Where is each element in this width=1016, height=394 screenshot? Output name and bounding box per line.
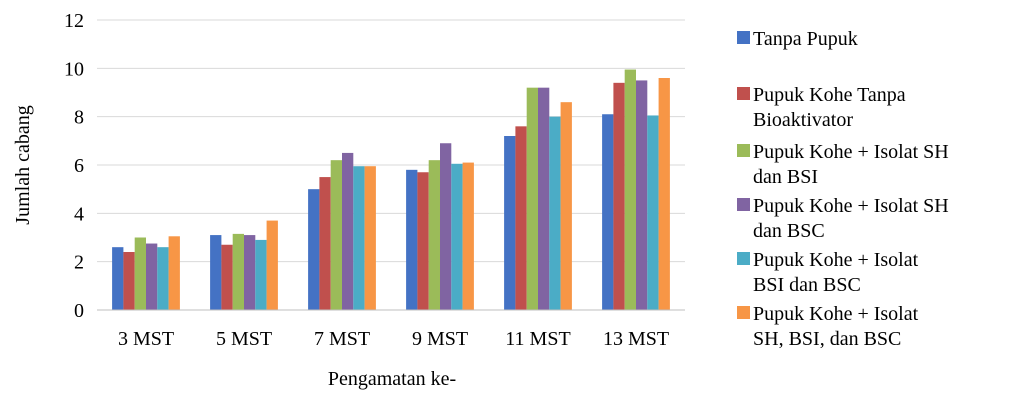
legend-entry-line: Pupuk Kohe + Isolat (753, 249, 919, 271)
bar (266, 220, 278, 310)
bar (146, 243, 158, 310)
bar (624, 69, 636, 310)
bar (636, 80, 648, 310)
legend-entry-line: Tanpa Pupuk (753, 28, 858, 50)
legend-entry-line: Pupuk Kohe + Isolat SH (753, 195, 949, 217)
bar (658, 78, 670, 310)
bar (440, 143, 452, 310)
bar (602, 114, 614, 310)
legend-swatch (737, 252, 750, 265)
bar (123, 252, 135, 310)
y-tick-labels: 0 2 4 6 8 10 12 (64, 10, 84, 322)
legend-entry: Pupuk Kohe + Isolat SH dan BSI (753, 141, 949, 188)
bar (504, 136, 516, 310)
x-tick-label: 5 MST (216, 328, 272, 350)
x-axis-title: Pengamatan ke- (328, 368, 456, 390)
legend-entry: Pupuk Kohe Tanpa Bioaktivator (753, 84, 906, 131)
x-tick-label: 11 MST (505, 328, 570, 350)
bar (515, 126, 527, 310)
bar (451, 163, 463, 310)
bar (342, 152, 354, 310)
legend-swatch (737, 306, 750, 319)
y-tick-label: 2 (74, 252, 84, 274)
bar (232, 233, 244, 311)
x-tick-label: 13 MST (603, 328, 669, 350)
bar (417, 172, 429, 310)
y-axis-title: Jumlah cabang (12, 105, 34, 224)
bar (526, 87, 538, 310)
x-tick-label: 3 MST (118, 328, 174, 350)
legend-entry: Pupuk Kohe + Isolat SH, BSI, dan BSC (753, 303, 919, 350)
legend-entry-line: SH, BSI, dan BSC (753, 328, 901, 350)
y-tick-label: 0 (74, 300, 84, 322)
bar (221, 244, 233, 310)
bar (134, 237, 146, 310)
gridlines (97, 19, 685, 263)
bars (112, 69, 670, 311)
x-tick-label: 9 MST (412, 328, 468, 350)
bar (255, 239, 267, 310)
bar (428, 160, 440, 310)
legend-swatch (737, 87, 750, 100)
y-tick-label: 4 (74, 203, 84, 225)
bar (364, 166, 376, 310)
bar (112, 247, 124, 310)
legend-entry-line: Bioaktivator (753, 109, 853, 131)
y-tick-label: 6 (74, 155, 84, 177)
bar (647, 115, 659, 311)
bar (330, 160, 342, 310)
bar (406, 169, 418, 310)
bar (353, 166, 365, 310)
bar (210, 235, 222, 310)
legend-entry-line: Pupuk Kohe + Isolat (753, 303, 919, 325)
x-tick-labels: 3 MST 5 MST 7 MST 9 MST 11 MST 13 MST (118, 328, 669, 350)
legend-swatch (737, 144, 750, 157)
bar (538, 87, 550, 310)
bar (244, 235, 256, 310)
x-tick-label: 7 MST (314, 328, 370, 350)
legend-entry-line: BSI dan BSC (753, 274, 861, 296)
bar (157, 247, 169, 310)
legend-entry-line: Pupuk Kohe + Isolat SH (753, 141, 949, 163)
y-tick-label: 10 (64, 58, 84, 80)
legend-entry-line: Pupuk Kohe Tanpa (753, 84, 906, 106)
legend-entry-line: dan BSI (753, 166, 818, 188)
legend-swatch (737, 31, 750, 44)
legend-entry: Tanpa Pupuk (753, 28, 858, 50)
y-tick-label: 12 (64, 10, 84, 32)
bar (168, 236, 180, 310)
bar (613, 82, 625, 310)
legend-swatch (737, 198, 750, 211)
bar (319, 177, 331, 310)
y-tick-label: 8 (74, 107, 84, 129)
legend-entry: Pupuk Kohe + Isolat SH dan BSC (753, 195, 949, 242)
legend-entry-line: dan BSC (753, 220, 825, 242)
bar (462, 162, 474, 310)
bar (549, 116, 561, 310)
bar (308, 189, 320, 310)
legend-entry: Pupuk Kohe + Isolat BSI dan BSC (753, 249, 919, 296)
bar (560, 102, 572, 310)
